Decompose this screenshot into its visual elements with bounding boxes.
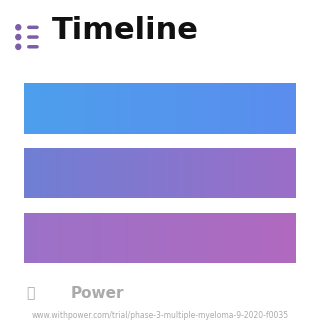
Circle shape: [16, 25, 21, 30]
Text: 5 years: 5 years: [227, 231, 283, 246]
Text: www.withpower.com/trial/phase-3-multiple-myeloma-9-2020-f0035: www.withpower.com/trial/phase-3-multiple…: [31, 311, 289, 320]
Text: ⛨: ⛨: [27, 286, 35, 300]
Text: Follow ups ~: Follow ups ~: [43, 231, 141, 246]
Circle shape: [16, 44, 21, 49]
Text: Power: Power: [71, 286, 124, 301]
Text: Timeline: Timeline: [52, 16, 199, 45]
Text: 3 weeks: 3 weeks: [220, 101, 283, 116]
Text: Screening ~: Screening ~: [43, 101, 137, 116]
Text: Treatment ~: Treatment ~: [43, 166, 139, 181]
Circle shape: [16, 34, 21, 40]
Text: Varies: Varies: [236, 166, 283, 181]
